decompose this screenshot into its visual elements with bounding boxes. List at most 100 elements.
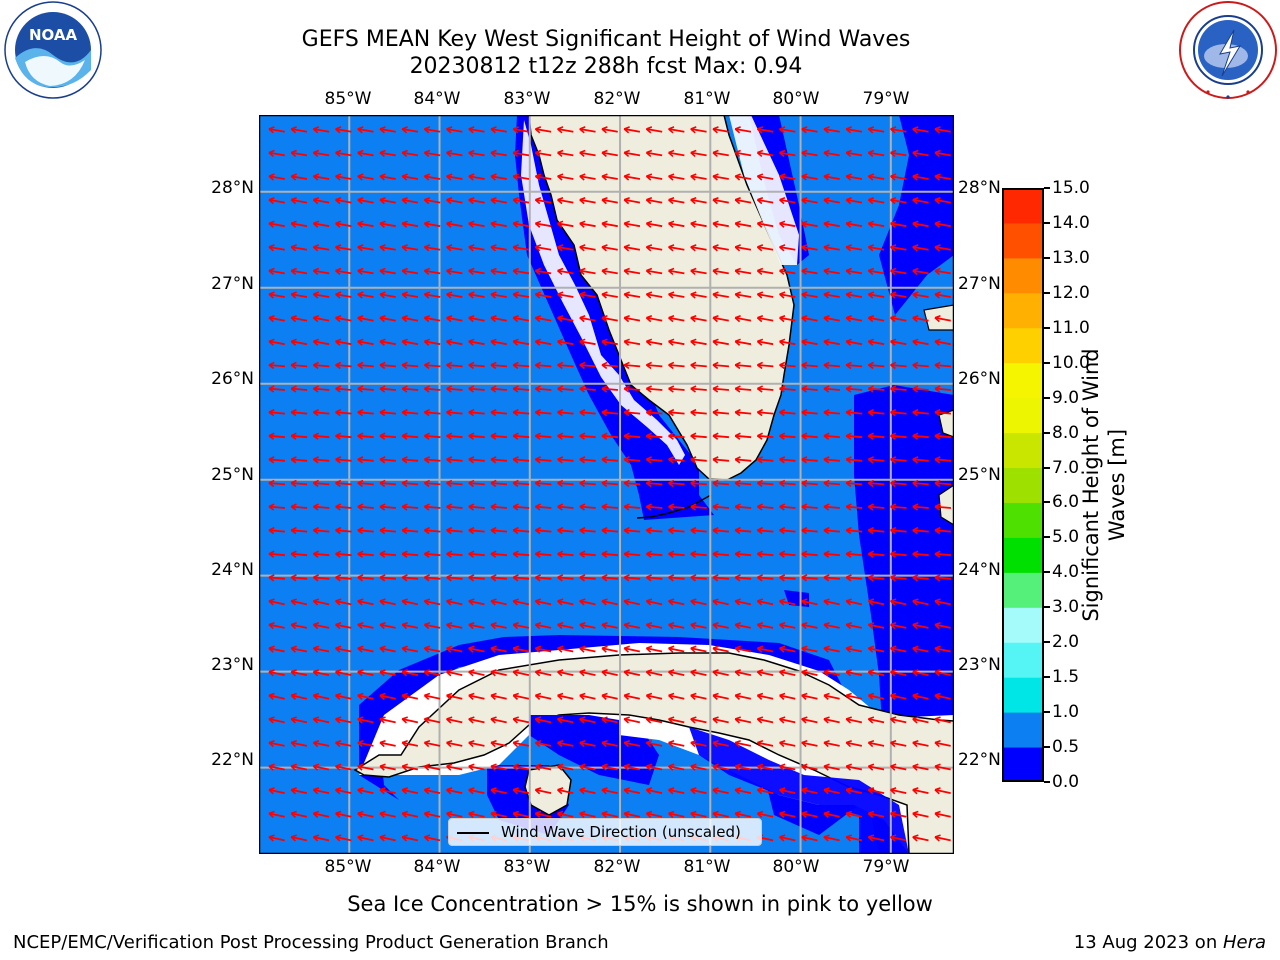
wind-arrow [624, 788, 641, 795]
wind-arrow [890, 576, 907, 580]
wind-arrow [890, 364, 907, 368]
wind-arrow [823, 812, 840, 818]
wind-arrow [490, 175, 507, 180]
wind-arrow-head [268, 126, 275, 134]
wind-arrow [624, 458, 641, 462]
wind-arrow [468, 269, 485, 275]
wind-arrow-head [934, 669, 941, 677]
wind-arrow [402, 788, 419, 795]
wind-arrow [846, 222, 863, 228]
wind-arrow-head [756, 621, 764, 630]
wind-arrow [823, 765, 840, 771]
wind-arrow [446, 529, 463, 533]
colorbar-tick-label: 1.5 [1052, 667, 1080, 688]
wind-arrow [868, 198, 885, 204]
wind-arrow-head [690, 503, 697, 511]
wind-arrow-head [446, 669, 453, 677]
wind-arrow-head [534, 598, 542, 606]
wind-arrow-head [712, 550, 719, 558]
wind-arrow-head [357, 763, 364, 771]
wind-arrow-head [690, 196, 697, 205]
wind-arrow-head [623, 338, 630, 346]
wind-arrow [712, 788, 729, 795]
wind-arrow-head [668, 787, 675, 795]
wind-arrow [712, 718, 729, 724]
wind-arrow-head [401, 408, 408, 417]
wind-arrow [801, 812, 818, 818]
wind-arrow [579, 458, 596, 462]
wind-arrow [291, 670, 308, 677]
wind-arrow-head [867, 385, 874, 393]
wind-arrow [291, 718, 308, 724]
wind-arrow [379, 765, 396, 771]
wind-arrow [823, 340, 840, 346]
wind-arrow-head [779, 598, 786, 606]
wind-arrow-head [579, 645, 586, 653]
wind-arrow-head [512, 645, 519, 653]
wind-arrow [357, 836, 374, 842]
wind-arrow-head [534, 220, 542, 228]
wind-arrow [934, 340, 951, 346]
colorbar-segment [1002, 188, 1044, 224]
colorbar [1002, 188, 1044, 782]
wind-arrow [313, 128, 330, 133]
wind-arrow-head [468, 432, 475, 440]
wind-arrow-head [601, 645, 608, 653]
wind-arrow-head [779, 361, 786, 370]
wind-arrow-head [801, 763, 808, 771]
wind-arrow [535, 222, 552, 228]
wind-arrow-head [557, 692, 564, 700]
wind-arrow-head [623, 763, 630, 771]
wind-arrow-head [623, 526, 630, 535]
wind-arrow-head [890, 810, 897, 818]
wind-arrow-head [779, 692, 786, 700]
wind-arrow [468, 694, 485, 700]
wind-arrow [490, 222, 507, 228]
wind-arrow [557, 670, 574, 677]
wind-arrow [868, 552, 885, 557]
wind-arrow [379, 340, 396, 346]
lon-tick-bottom: 84°W [413, 857, 461, 877]
wind-arrow [335, 694, 352, 700]
wind-arrow [779, 812, 796, 818]
wind-arrow [801, 411, 818, 415]
wind-arrow [313, 765, 330, 771]
colorbar-tick-label: 0.0 [1052, 772, 1080, 792]
wind-arrow-head [756, 692, 764, 700]
wind-arrow-head [579, 621, 586, 630]
wind-arrow [535, 647, 552, 653]
wind-arrow-head [579, 692, 586, 700]
wind-arrow [268, 552, 286, 557]
wind-arrow [335, 411, 352, 415]
wind-arrow-head [268, 739, 275, 748]
wind-arrow-head [712, 196, 719, 205]
wind-arrow-head [312, 598, 320, 606]
wind-arrow-head [268, 196, 275, 205]
wind-arrow-head [801, 291, 808, 299]
wind-arrow-head [401, 479, 408, 488]
wind-arrow [646, 222, 663, 228]
wind-arrow-head [668, 621, 675, 630]
wind-arrow [579, 718, 596, 724]
wind-arrow [291, 411, 308, 415]
wind-arrow [668, 175, 685, 180]
wind-arrow [379, 836, 396, 842]
wind-arrow [357, 482, 374, 486]
wind-arrow-head [379, 385, 386, 393]
wind-arrow [735, 364, 752, 368]
wind-arrow-head [867, 692, 875, 700]
wind-arrow-head [468, 479, 475, 488]
wind-arrow-head [379, 196, 386, 205]
wind-arrow-head [534, 267, 542, 276]
wind-arrow [402, 505, 419, 509]
wind-arrow-head [734, 645, 741, 653]
wind-arrow [934, 505, 952, 509]
wind-arrow [846, 694, 863, 700]
wind-arrow [823, 482, 841, 486]
colorbar-segment [1002, 642, 1044, 678]
wind-arrow [313, 411, 330, 415]
wind-arrow-head [512, 810, 519, 818]
colorbar-tick-mark [1044, 431, 1050, 434]
wind-arrow [690, 765, 707, 771]
wind-arrow-head [690, 810, 697, 818]
